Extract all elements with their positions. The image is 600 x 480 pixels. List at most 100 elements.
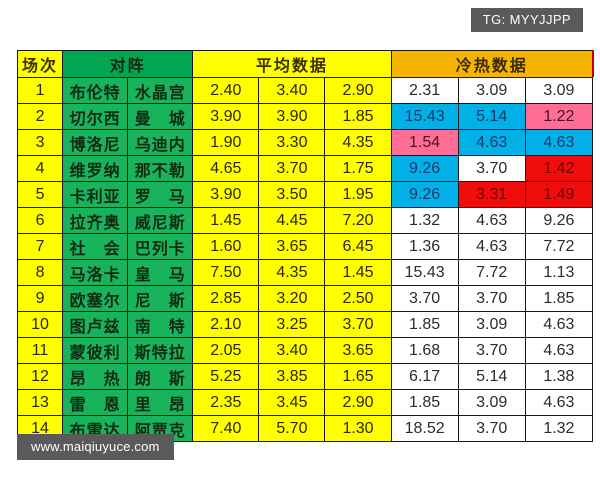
away-team-cell: 乌迪内 [127, 129, 194, 156]
hot-cold-odds-cell-2: 3.09 [457, 389, 526, 416]
average-odds-cell-2: 3.40 [258, 77, 326, 104]
match-no-cell: 9 [16, 285, 64, 312]
average-odds-cell-2: 3.65 [258, 233, 326, 260]
home-team-cell: 雷 恩 [62, 389, 129, 416]
match-no-cell: 11 [16, 337, 64, 364]
home-team-cell: 昂 热 [62, 363, 129, 390]
average-odds-cell-3: 1.30 [324, 415, 392, 442]
away-team-cell: 威尼斯 [127, 207, 194, 234]
average-odds-cell-3: 1.45 [324, 259, 392, 286]
average-odds-cell-2: 4.45 [258, 207, 326, 234]
hot-cold-odds-cell-3: 9.26 [524, 207, 594, 234]
telegram-watermark-badge: TG: MYYJJPP [470, 8, 583, 32]
average-odds-cell-1: 1.90 [192, 129, 260, 156]
match-no-cell: 3 [16, 129, 64, 156]
home-team-cell: 蒙彼利 [62, 337, 129, 364]
away-team-cell: 那不勒 [127, 155, 194, 182]
hot-cold-odds-cell-1: 2.31 [390, 77, 459, 104]
away-team-cell: 斯特拉 [127, 337, 194, 364]
table-row: 1 布伦特 水晶宫 2.40 3.40 2.90 2.31 3.09 3.09 [16, 77, 594, 104]
hot-cold-odds-cell-3: 1.32 [524, 415, 594, 442]
average-odds-cell-3: 2.90 [324, 389, 392, 416]
average-odds-cell-2: 3.45 [258, 389, 326, 416]
average-odds-cell-2: 3.40 [258, 337, 326, 364]
home-team-cell: 图卢兹 [62, 311, 129, 338]
home-team-cell: 欧塞尔 [62, 285, 129, 312]
average-odds-cell-3: 7.20 [324, 207, 392, 234]
table-row: 13 雷 恩里 昂 2.35 3.45 2.90 1.85 3.09 4.63 [16, 389, 594, 416]
hot-cold-odds-cell-3: 1.38 [524, 363, 594, 390]
match-no-cell: 10 [16, 311, 64, 338]
hot-cold-odds-cell-1: 9.26 [390, 181, 459, 208]
home-team-cell: 社 会 [62, 233, 129, 260]
match-no-cell: 6 [16, 207, 64, 234]
hot-cold-odds-cell-1: 18.52 [390, 415, 459, 442]
average-odds-cell-3: 3.70 [324, 311, 392, 338]
average-odds-cell-3: 1.75 [324, 155, 392, 182]
table-row: 5 卡利亚罗 马 3.90 3.50 1.95 9.26 3.31 1.49 [16, 181, 594, 208]
average-odds-cell-1: 3.90 [192, 103, 260, 130]
hot-cold-odds-cell-2: 3.09 [457, 311, 526, 338]
hot-cold-odds-cell-2: 3.70 [457, 285, 526, 312]
average-odds-cell-3: 1.65 [324, 363, 392, 390]
match-no-cell: 2 [16, 103, 64, 130]
average-odds-cell-1: 7.40 [192, 415, 260, 442]
match-no-cell: 1 [16, 77, 64, 104]
hot-cold-odds-cell-2: 3.70 [457, 155, 526, 182]
home-team-cell: 拉齐奥 [62, 207, 129, 234]
match-no-cell: 13 [16, 389, 64, 416]
hot-cold-odds-cell-2: 5.14 [457, 363, 526, 390]
hot-cold-odds-cell-3: 1.49 [524, 181, 594, 208]
average-odds-cell-1: 2.05 [192, 337, 260, 364]
average-odds-cell-1: 3.90 [192, 181, 260, 208]
hot-cold-odds-cell-3: 4.63 [524, 129, 594, 156]
average-odds-cell-1: 1.45 [192, 207, 260, 234]
hot-cold-odds-cell-1: 1.54 [390, 129, 459, 156]
average-odds-cell-2: 5.70 [258, 415, 326, 442]
table-row: 3 博洛尼 乌迪内 1.90 3.30 4.35 1.54 4.63 4.63 [16, 129, 594, 156]
hot-cold-odds-cell-3: 4.63 [524, 311, 594, 338]
hot-cold-odds-cell-3: 1.22 [524, 103, 594, 130]
away-team-cell: 巴列卡 [127, 233, 194, 260]
home-team-cell: 切尔西 [62, 103, 129, 130]
average-odds-cell-2: 3.85 [258, 363, 326, 390]
table-row: 4 维罗纳 那不勒 4.65 3.70 1.75 9.26 3.70 1.42 [16, 155, 594, 182]
table-row: 8 马洛卡皇 马 7.50 4.35 1.45 15.43 7.72 1.13 [16, 259, 594, 286]
away-team-cell: 尼 斯 [127, 285, 194, 312]
average-odds-cell-2: 3.30 [258, 129, 326, 156]
away-team-cell: 朗 斯 [127, 363, 194, 390]
home-team-cell: 维罗纳 [62, 155, 129, 182]
average-odds-cell-3: 2.90 [324, 77, 392, 104]
away-team-cell: 曼 城 [127, 103, 194, 130]
average-odds-cell-2: 3.70 [258, 155, 326, 182]
average-odds-cell-3: 1.95 [324, 181, 392, 208]
table-right-frame-accent [592, 50, 594, 77]
hot-cold-odds-cell-1: 1.36 [390, 233, 459, 260]
hot-cold-odds-cell-2: 4.63 [457, 207, 526, 234]
home-team-cell: 马洛卡 [62, 259, 129, 286]
hot-cold-odds-cell-2: 4.63 [457, 129, 526, 156]
average-odds-cell-3: 4.35 [324, 129, 392, 156]
odds-table: 场次 对阵 平均数据 冷热数据 1 布伦特 水晶宫 2.40 3.40 2.90 2.31 3… [16, 50, 594, 442]
hot-cold-odds-cell-2: 3.09 [457, 77, 526, 104]
hot-cold-odds-cell-2: 7.72 [457, 259, 526, 286]
average-odds-cell-2: 4.35 [258, 259, 326, 286]
average-odds-cell-3: 1.85 [324, 103, 392, 130]
home-team-cell: 卡利亚 [62, 181, 129, 208]
home-team-cell: 布伦特 [62, 77, 129, 104]
match-no-cell: 4 [16, 155, 64, 182]
average-odds-cell-3: 6.45 [324, 233, 392, 260]
average-odds-cell-3: 3.65 [324, 337, 392, 364]
hot-cold-odds-cell-1: 15.43 [390, 103, 459, 130]
average-odds-cell-1: 7.50 [192, 259, 260, 286]
hot-cold-odds-cell-2: 5.14 [457, 103, 526, 130]
match-no-cell: 12 [16, 363, 64, 390]
hot-cold-odds-cell-3: 4.63 [524, 389, 594, 416]
average-odds-cell-1: 4.65 [192, 155, 260, 182]
average-odds-cell-2: 3.20 [258, 285, 326, 312]
hot-cold-odds-cell-1: 15.43 [390, 259, 459, 286]
hot-cold-odds-cell-3: 1.13 [524, 259, 594, 286]
header-fixture: 对阵 [62, 50, 194, 78]
hot-cold-odds-cell-2: 4.63 [457, 233, 526, 260]
